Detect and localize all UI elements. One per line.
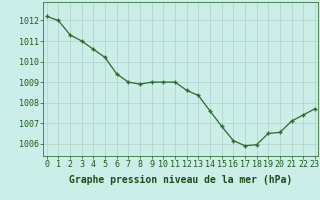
X-axis label: Graphe pression niveau de la mer (hPa): Graphe pression niveau de la mer (hPa) xyxy=(69,175,292,185)
